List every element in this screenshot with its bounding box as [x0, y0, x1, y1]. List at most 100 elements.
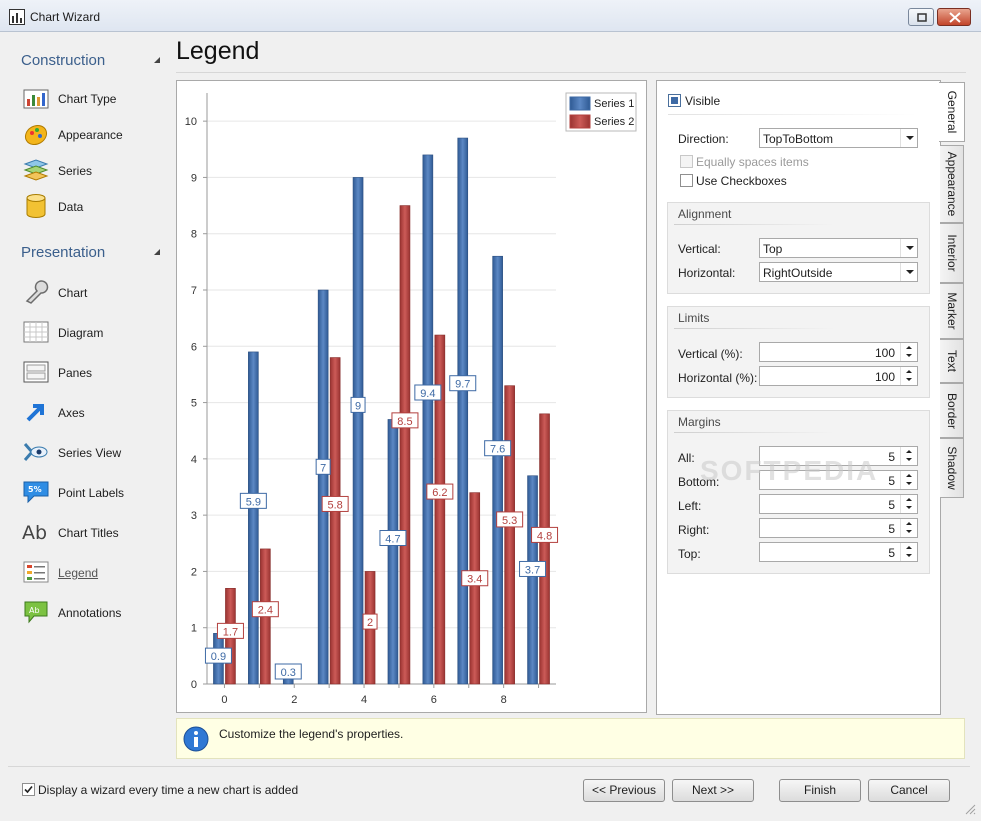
tab-border[interactable]: Border	[940, 383, 964, 438]
nav-item-annotations[interactable]: Ab Annotations	[22, 598, 162, 628]
show-wizard-label: Display a wizard every time a new chart …	[38, 783, 299, 797]
data-label: 3.4	[467, 574, 482, 586]
group-title: Limits	[678, 311, 710, 325]
margin-all-spinner[interactable]: 5	[759, 446, 918, 466]
spin-buttons-icon[interactable]	[900, 471, 917, 489]
spin-buttons-icon[interactable]	[900, 367, 917, 385]
bar	[457, 137, 469, 685]
nav-item-chart-type[interactable]: Chart Type	[22, 84, 162, 114]
vertical-limit-spinner[interactable]: 100	[759, 342, 918, 362]
tab-interior[interactable]: Interior	[940, 223, 964, 283]
data-label: 2	[367, 617, 373, 629]
y-tick-label: 9	[191, 172, 197, 184]
data-label-box	[315, 458, 331, 475]
margin-all-label: All:	[678, 451, 695, 465]
nav-item-panes[interactable]: Panes	[22, 358, 162, 388]
legend-label: Series 1	[594, 98, 634, 110]
previous-button[interactable]: << Previous	[583, 779, 665, 802]
data-label-box	[216, 622, 244, 639]
bar	[387, 419, 399, 685]
nav-item-chart[interactable]: Chart	[22, 278, 162, 308]
vertical-alignment-dropdown[interactable]: Top	[759, 238, 918, 258]
data-label: 0.3	[281, 667, 296, 679]
chevron-down-icon	[900, 239, 917, 257]
show-wizard-checkbox[interactable]	[22, 783, 35, 796]
chevron-down-icon	[900, 263, 917, 281]
spin-buttons-icon[interactable]	[900, 543, 917, 561]
direction-dropdown[interactable]: TopToBottom	[759, 128, 918, 148]
data-label-box	[350, 396, 366, 413]
data-label-box	[426, 483, 454, 500]
legend-swatch	[569, 96, 591, 111]
margin-right-label: Right:	[678, 523, 710, 537]
nav-item-diagram[interactable]: Diagram	[22, 318, 162, 348]
horizontal-limit-spinner[interactable]: 100	[759, 366, 918, 386]
spin-buttons-icon[interactable]	[900, 343, 917, 361]
tab-shadow[interactable]: Shadow	[940, 438, 964, 498]
page-title: Legend	[176, 37, 260, 65]
use-checkboxes-label: Use Checkboxes	[696, 174, 787, 188]
bar	[422, 154, 434, 685]
data-label: 3.7	[525, 564, 540, 576]
data-label-box	[362, 613, 378, 630]
nav-item-legend[interactable]: Legend	[22, 558, 162, 588]
horizontal-alignment-dropdown[interactable]: RightOutside	[759, 262, 918, 282]
window-title: Chart Wizard	[30, 10, 101, 24]
nav-item-axes[interactable]: Axes	[22, 398, 162, 428]
bar	[248, 351, 259, 685]
margin-top-label: Top:	[678, 547, 701, 561]
nav-item-label: Diagram	[58, 326, 104, 340]
restore-icon	[917, 13, 927, 22]
restore-button[interactable]	[908, 8, 934, 26]
next-button[interactable]: Next >>	[672, 779, 754, 802]
nav-item-label: Chart	[58, 286, 88, 300]
close-button[interactable]	[937, 8, 971, 26]
equally-spaces-label: Equally spaces items	[696, 155, 809, 169]
y-tick-label: 7	[191, 285, 197, 297]
nav-item-point-labels[interactable]: 5% Point Labels	[22, 478, 162, 508]
panes-icon	[23, 361, 49, 383]
bar	[352, 177, 364, 685]
use-checkboxes-checkbox[interactable]	[680, 174, 693, 187]
margin-left-spinner[interactable]: 5	[759, 494, 918, 514]
nav-item-series[interactable]: Series	[22, 156, 162, 186]
info-bar: Customize the legend's properties.	[176, 718, 965, 759]
y-tick-label: 10	[185, 116, 197, 128]
nav-item-chart-titles[interactable]: Ab Chart Titles	[22, 518, 162, 548]
info-icon	[183, 726, 209, 752]
axes-arrow-icon	[26, 404, 44, 422]
legend-swatch	[569, 114, 591, 129]
nav-item-label: Panes	[58, 366, 93, 380]
margin-top-spinner[interactable]: 5	[759, 542, 918, 562]
data-label-box	[531, 526, 559, 543]
nav-item-data[interactable]: Data	[22, 192, 162, 222]
vertical-alignment-label: Vertical:	[678, 242, 721, 256]
spin-buttons-icon[interactable]	[900, 447, 917, 465]
resize-grip-icon[interactable]	[962, 801, 976, 815]
collapse-icon[interactable]	[153, 248, 161, 256]
y-tick-label: 3	[191, 510, 197, 522]
nav-item-series-view[interactable]: Series View	[22, 438, 162, 468]
data-label-box	[204, 647, 232, 664]
finish-button[interactable]: Finish	[779, 779, 861, 802]
tab-marker[interactable]: Marker	[940, 283, 964, 339]
spin-buttons-icon[interactable]	[900, 519, 917, 537]
bar	[434, 334, 446, 685]
margin-right-spinner[interactable]: 5	[759, 518, 918, 538]
equally-spaces-checkbox[interactable]	[680, 155, 693, 168]
cancel-button[interactable]: Cancel	[868, 779, 950, 802]
spin-buttons-icon[interactable]	[900, 495, 917, 513]
data-label-box	[321, 495, 349, 512]
divider	[674, 328, 834, 329]
collapse-icon[interactable]	[153, 56, 161, 64]
series-view-icon	[23, 443, 48, 461]
nav-item-appearance[interactable]: Appearance	[22, 120, 162, 150]
margin-bottom-spinner[interactable]: 5	[759, 470, 918, 490]
tab-general[interactable]: General	[939, 82, 965, 142]
bar	[492, 255, 503, 685]
tab-appearance[interactable]: Appearance	[940, 145, 964, 223]
tab-text[interactable]: Text	[940, 339, 964, 383]
visible-checkbox[interactable]	[668, 94, 681, 107]
divider	[8, 766, 970, 767]
x-tick-label: 2	[291, 694, 297, 706]
